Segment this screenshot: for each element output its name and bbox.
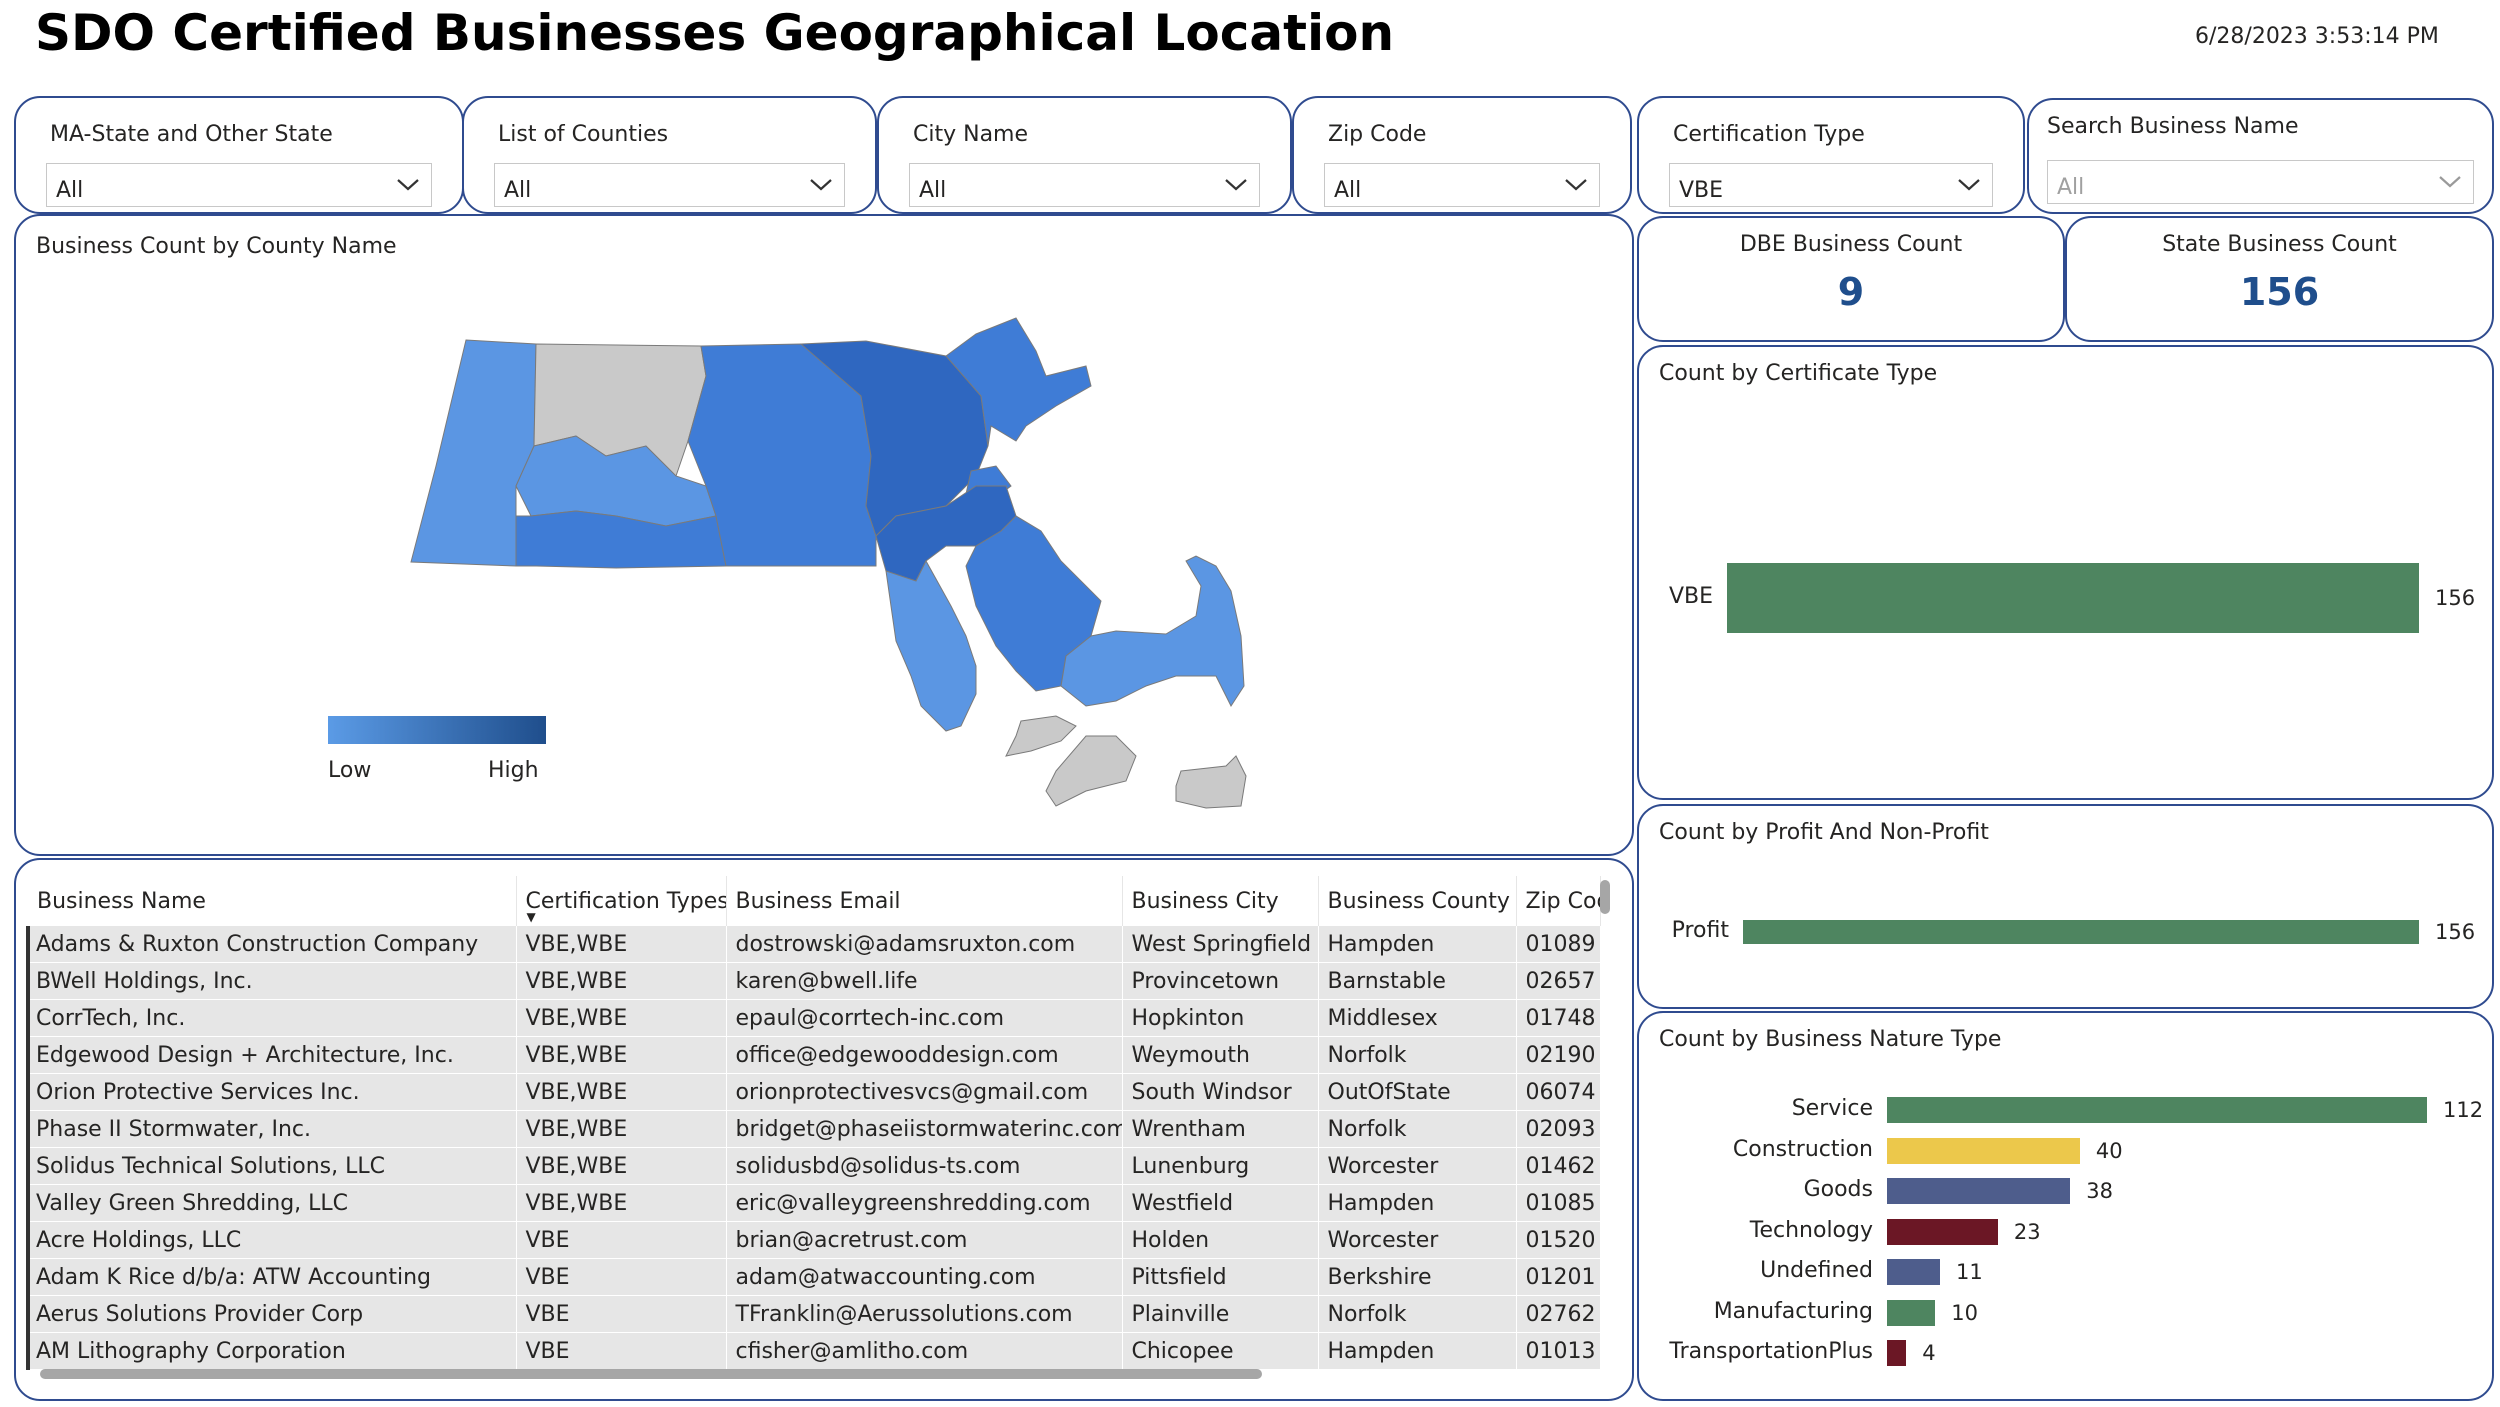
profit-chart: Profit 156: [1639, 806, 2496, 1011]
bar[interactable]: [1887, 1097, 2427, 1123]
cert-type-chart: VBE 156: [1639, 347, 2496, 802]
bar-data-label: 112: [2443, 1098, 2484, 1122]
slicer-label: Search Business Name: [2047, 114, 2299, 139]
bar-category-label: Undefined: [1760, 1258, 1873, 1283]
bar[interactable]: [1887, 1218, 1998, 1245]
profit-chart-card: Count by Profit And Non-Profit Profit 156: [1637, 804, 2494, 1009]
dukes-county: [1005, 715, 1077, 757]
search-business-dropdown[interactable]: All: [2047, 160, 2474, 204]
bar-data-label: 156: [2435, 586, 2476, 610]
chart-title: Count by Business Nature Type: [1659, 1027, 2002, 1052]
bar-category-label: Service: [1791, 1096, 1873, 1121]
slicer-counties: List of Counties All: [462, 96, 877, 214]
nantucket-county: [1175, 755, 1247, 809]
bar[interactable]: [1887, 1299, 1936, 1326]
bar-category-label: TransportationPlus: [1669, 1339, 1873, 1364]
dbe-kpi-card: DBE Business Count 9: [1637, 216, 2065, 342]
bar[interactable]: [1887, 1340, 1907, 1366]
chevron-down-icon: [1565, 179, 1587, 191]
barnstable-county: [1060, 555, 1245, 708]
bar-category-label: Goods: [1803, 1177, 1873, 1202]
dropdown-placeholder: All: [2057, 175, 2085, 200]
chevron-down-icon: [810, 179, 832, 191]
dropdown-value: All: [56, 178, 84, 203]
county-filled-map[interactable]: [16, 216, 1636, 858]
bar-category-label: Technology: [1749, 1217, 1873, 1243]
bar-category-label: Construction: [1732, 1136, 1873, 1162]
dropdown-value: All: [919, 178, 947, 203]
bar[interactable]: [1727, 563, 2419, 633]
business-nature-chart-card: Count by Business Nature Type Service 112…: [1637, 1011, 2494, 1401]
legend-low-label: Low: [328, 758, 372, 783]
slicer-zip: Zip Code All: [1292, 96, 1632, 214]
slicer-label: City Name: [913, 122, 1029, 147]
dropdown-value: VBE: [1679, 178, 1724, 203]
map-legend-gradient: [328, 716, 546, 744]
refresh-timestamp: 6/28/2023 3:53:14 PM: [2195, 24, 2439, 49]
state-dropdown[interactable]: All: [46, 163, 432, 207]
city-dropdown[interactable]: All: [909, 163, 1260, 207]
bar-category-label: Manufacturing: [1713, 1298, 1873, 1324]
vertical-scrollbar-thumb[interactable]: [1600, 880, 1610, 914]
counties-dropdown[interactable]: All: [494, 163, 845, 207]
zip-dropdown[interactable]: All: [1324, 163, 1600, 207]
dropdown-value: All: [504, 178, 532, 203]
bar-category-label: VBE: [1668, 584, 1713, 609]
slicer-label: List of Counties: [498, 122, 669, 147]
kpi-value: 9: [1837, 270, 1865, 314]
bar-data-label: 38: [2086, 1179, 2113, 1203]
horizontal-scrollbar-thumb[interactable]: [40, 1369, 1262, 1379]
bristol-county: [885, 559, 977, 732]
essex-county: [945, 317, 1092, 447]
county-map-card: Business Count by County Name: [14, 214, 1634, 856]
slicer-search-business: Search Business Name All: [2027, 98, 2494, 214]
chart-title: Count by Profit And Non-Profit: [1659, 820, 1989, 845]
dropdown-value: All: [1334, 178, 1362, 203]
bar-data-label: 11: [1956, 1260, 1983, 1284]
bar-data-label: 23: [2013, 1219, 2041, 1244]
slicer-state: MA-State and Other State All: [14, 96, 464, 214]
bar-data-label: 40: [2095, 1138, 2123, 1163]
bar[interactable]: [1743, 920, 2419, 944]
bar[interactable]: [1887, 1259, 1941, 1285]
kpi-label: DBE Business Count: [1739, 232, 1963, 257]
slicer-label: Certification Type: [1673, 122, 1865, 147]
chevron-down-icon: [1225, 179, 1247, 191]
cert-type-chart-card: Count by Certificate Type VBE 156: [1637, 345, 2494, 800]
bar[interactable]: [1887, 1178, 2071, 1204]
slicer-city: City Name All: [877, 96, 1292, 214]
bar-data-label: 4: [1922, 1341, 1936, 1365]
state-kpi-card: State Business Count 156: [2065, 216, 2494, 342]
bar-data-label: 10: [1951, 1300, 1978, 1325]
chevron-down-icon: [397, 179, 419, 191]
page-title: SDO Certified Businesses Geographical Lo…: [35, 4, 1395, 62]
business-nature-chart: Service 112 Construction 40 Goods 38 Technolog…: [1639, 1013, 2496, 1403]
chart-title: Count by Certificate Type: [1659, 361, 1938, 386]
chevron-down-icon: [2439, 176, 2461, 188]
chevron-down-icon: [1958, 179, 1980, 191]
slicer-label: Zip Code: [1328, 122, 1427, 147]
kpi-label: State Business Count: [2162, 232, 2397, 257]
slicer-cert-type: Certification Type VBE: [1637, 96, 2025, 214]
kpi-value: 156: [2239, 270, 2320, 314]
bar[interactable]: [1887, 1137, 2080, 1164]
cert-type-dropdown[interactable]: VBE: [1669, 163, 1993, 207]
island-piece: [1045, 735, 1137, 807]
bar-category-label: Profit: [1671, 918, 1729, 943]
map-title: Business Count by County Name: [36, 234, 397, 259]
slicer-label: MA-State and Other State: [50, 122, 333, 147]
business-table-card: [14, 858, 1634, 1401]
legend-high-label: High: [488, 758, 539, 783]
bar-data-label: 156: [2435, 920, 2476, 944]
